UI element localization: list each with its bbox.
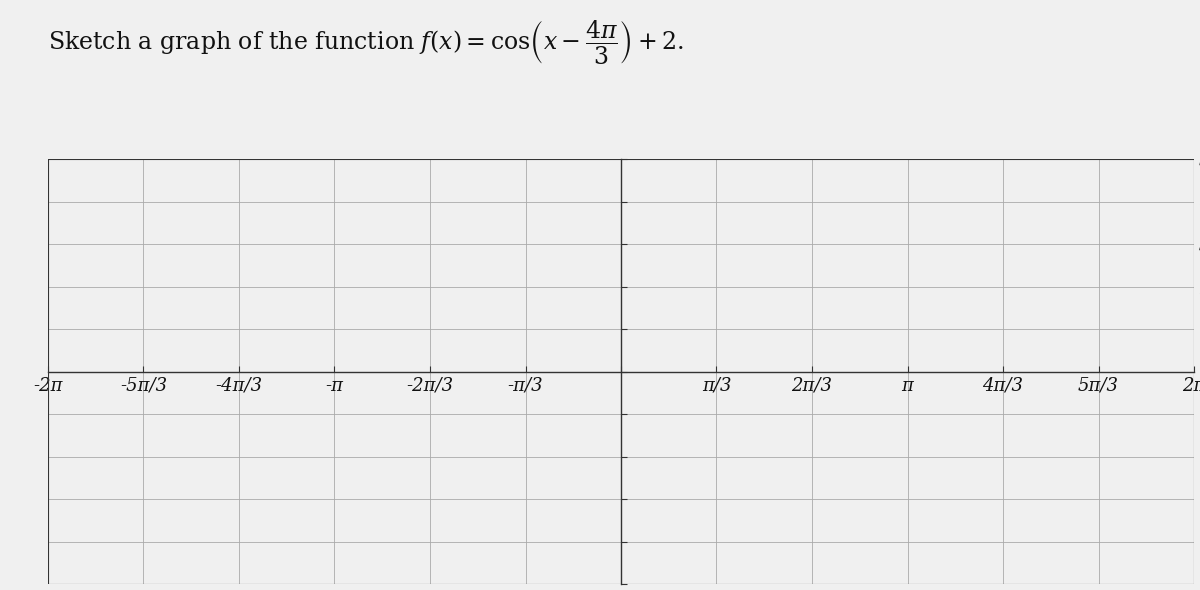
Text: Sketch a graph of the function $f(x) = \cos\!\left(x - \dfrac{4\pi}{3}\right) + : Sketch a graph of the function $f(x) = \… <box>48 18 684 65</box>
